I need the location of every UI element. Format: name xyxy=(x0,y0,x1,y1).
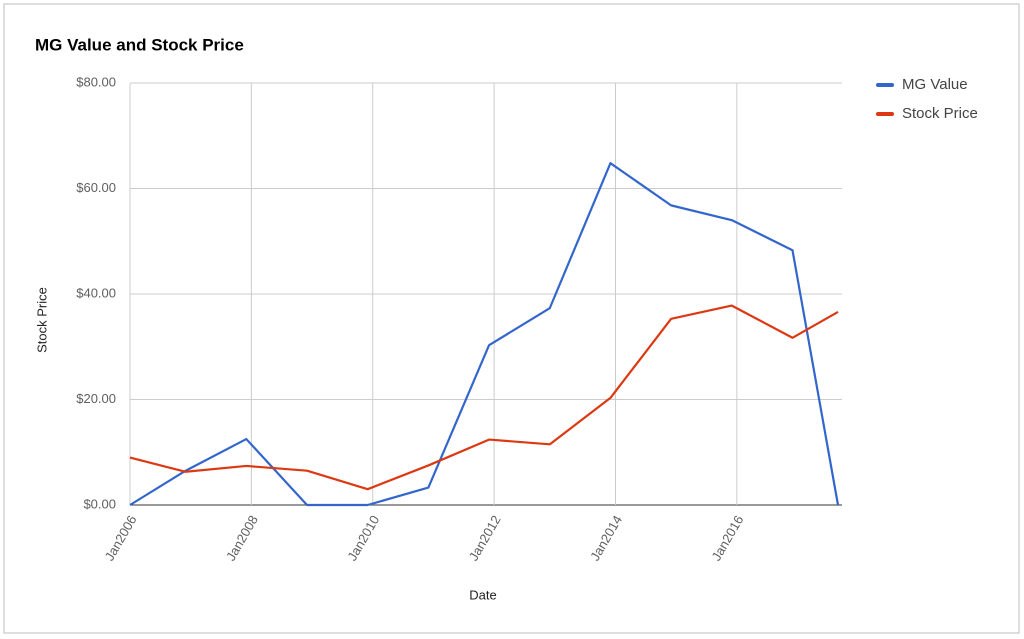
x-axis-title: Date xyxy=(469,587,496,602)
legend-label: MG Value xyxy=(902,76,968,93)
y-tick-label: $60.00 xyxy=(76,180,116,195)
chart-title: MG Value and Stock Price xyxy=(35,35,244,54)
series-line xyxy=(129,304,839,491)
y-tick-label: $40.00 xyxy=(76,285,116,300)
y-tick-label: $0.00 xyxy=(83,496,116,511)
y-tick-label: $20.00 xyxy=(76,391,116,406)
chart-frame xyxy=(3,3,1020,634)
y-tick-label: $80.00 xyxy=(76,74,116,89)
series-line xyxy=(129,162,840,507)
y-axis-title: Stock Price xyxy=(34,287,49,353)
legend-label: Stock Price xyxy=(902,105,978,122)
